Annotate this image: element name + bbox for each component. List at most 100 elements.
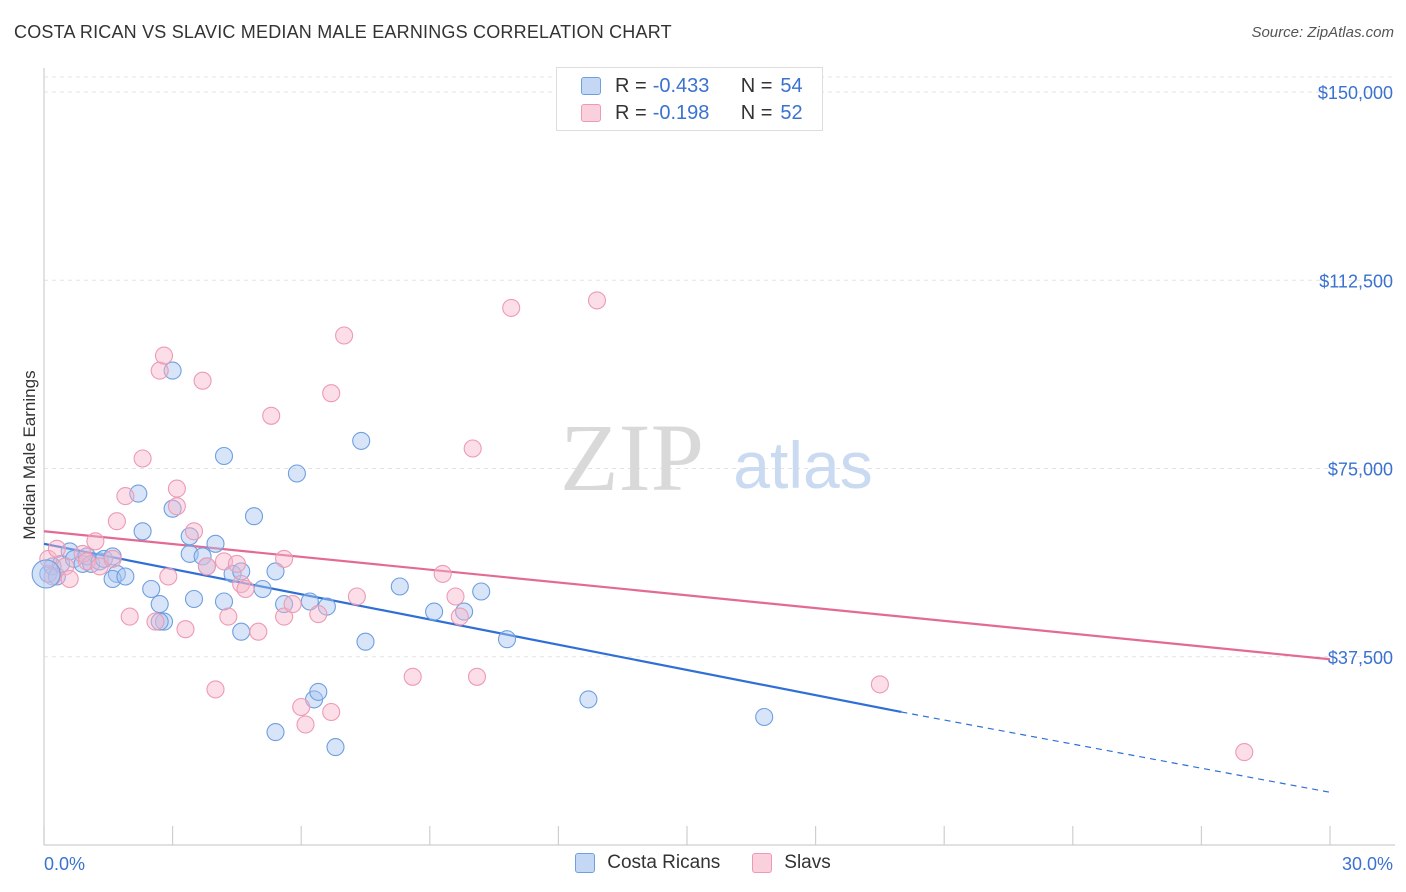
data-point xyxy=(390,577,409,596)
x-tick-label: 30.0% xyxy=(1342,854,1393,874)
data-point xyxy=(236,579,255,599)
correlation-legend: R = -0.433 N = 54 R = -0.198 N = 52 xyxy=(556,67,823,131)
data-point xyxy=(47,539,66,558)
data-point xyxy=(326,738,345,757)
chart-title: COSTA RICAN VS SLAVIC MEDIAN MALE EARNIN… xyxy=(14,22,672,42)
data-point xyxy=(193,547,212,566)
data-point xyxy=(197,557,216,576)
data-point xyxy=(403,667,422,686)
data-point xyxy=(146,612,165,631)
data-point xyxy=(356,632,375,651)
y-tick-labels: $37,500 $75,000 $112,500 $150,000 xyxy=(1318,83,1393,668)
data-point xyxy=(150,361,169,380)
data-point xyxy=(309,682,328,701)
data-points xyxy=(31,291,1254,762)
data-point xyxy=(219,607,238,626)
y-tick-label: $75,000 xyxy=(1328,460,1393,480)
data-point xyxy=(60,569,79,589)
n-value: 54 xyxy=(780,74,803,97)
axes xyxy=(43,68,1395,846)
n-label: N = xyxy=(740,74,773,97)
data-point xyxy=(587,291,607,310)
trend-line xyxy=(43,530,1331,661)
trend-line-extension xyxy=(901,711,1331,793)
data-point xyxy=(472,582,491,601)
data-point xyxy=(244,507,264,526)
r-value: -0.433 xyxy=(652,74,710,97)
data-point xyxy=(309,605,328,624)
legend-row-slavs: R = -0.198 N = 52 xyxy=(581,100,803,126)
data-point xyxy=(467,667,487,686)
data-point xyxy=(159,567,178,586)
data-point xyxy=(116,567,135,586)
data-point xyxy=(107,512,126,531)
legend-item-costa-ricans[interactable]: Costa Ricans xyxy=(575,852,720,874)
legend-label-costa-ricans: Costa Ricans xyxy=(607,852,721,873)
data-point xyxy=(150,612,169,631)
data-point xyxy=(184,589,204,609)
data-point xyxy=(497,630,517,649)
watermark-zip: ZIP xyxy=(560,404,704,511)
data-point xyxy=(103,549,122,568)
data-point xyxy=(579,690,598,709)
y-tick-label: $37,500 xyxy=(1328,648,1393,668)
x-tick-labels: 0.0% 30.0% xyxy=(44,854,1393,874)
data-point xyxy=(352,431,371,450)
y-tick-label: $150,000 xyxy=(1318,83,1393,103)
data-point xyxy=(133,449,152,468)
data-point xyxy=(86,532,105,551)
x-tick-label: 0.0% xyxy=(44,854,85,874)
data-point xyxy=(232,622,251,641)
data-point xyxy=(335,326,354,345)
data-point xyxy=(133,522,152,541)
data-point xyxy=(120,607,139,626)
watermark-atlas: atlas xyxy=(733,428,872,502)
data-point xyxy=(446,587,465,606)
data-point xyxy=(450,607,469,626)
data-point xyxy=(425,602,444,621)
data-point xyxy=(300,592,319,611)
data-point xyxy=(142,579,161,599)
legend-swatch-slavs xyxy=(581,104,601,122)
data-point xyxy=(227,554,246,573)
watermark: ZIP atlas xyxy=(560,404,873,511)
data-point xyxy=(206,534,225,553)
legend-swatch-costa-ricans xyxy=(581,77,601,95)
data-point xyxy=(214,592,234,611)
r-label: R = xyxy=(615,101,647,124)
series-slavs-points xyxy=(39,291,1254,762)
legend-item-slavs[interactable]: Slavs xyxy=(752,852,831,874)
data-point xyxy=(31,559,61,589)
legend-swatch-slavs xyxy=(752,853,773,873)
data-point xyxy=(347,587,366,606)
r-label: R = xyxy=(615,74,647,97)
data-point xyxy=(154,346,174,365)
data-point xyxy=(116,487,135,506)
data-point xyxy=(433,564,452,583)
trend-lines xyxy=(43,530,1331,793)
data-point xyxy=(184,522,204,541)
data-point xyxy=(176,620,195,639)
data-point xyxy=(214,446,234,466)
y-tick-label: $112,500 xyxy=(1319,271,1393,291)
data-point xyxy=(249,622,268,641)
data-point xyxy=(275,607,294,626)
data-point xyxy=(266,562,285,581)
data-point xyxy=(287,464,306,483)
data-point xyxy=(870,675,889,694)
data-point xyxy=(262,406,281,425)
data-point xyxy=(206,680,225,699)
data-point xyxy=(253,579,272,599)
data-point xyxy=(193,371,212,390)
legend-row-costa-ricans: R = -0.433 N = 54 xyxy=(581,73,803,99)
data-point xyxy=(266,723,285,742)
series-legend: Costa Ricans Slavs xyxy=(0,852,1406,874)
data-point xyxy=(275,549,294,568)
data-point xyxy=(755,707,774,727)
data-point xyxy=(463,439,482,458)
data-point xyxy=(1235,743,1254,762)
legend-label-slavs: Slavs xyxy=(784,852,831,873)
data-point xyxy=(322,702,341,722)
data-point xyxy=(150,595,169,614)
